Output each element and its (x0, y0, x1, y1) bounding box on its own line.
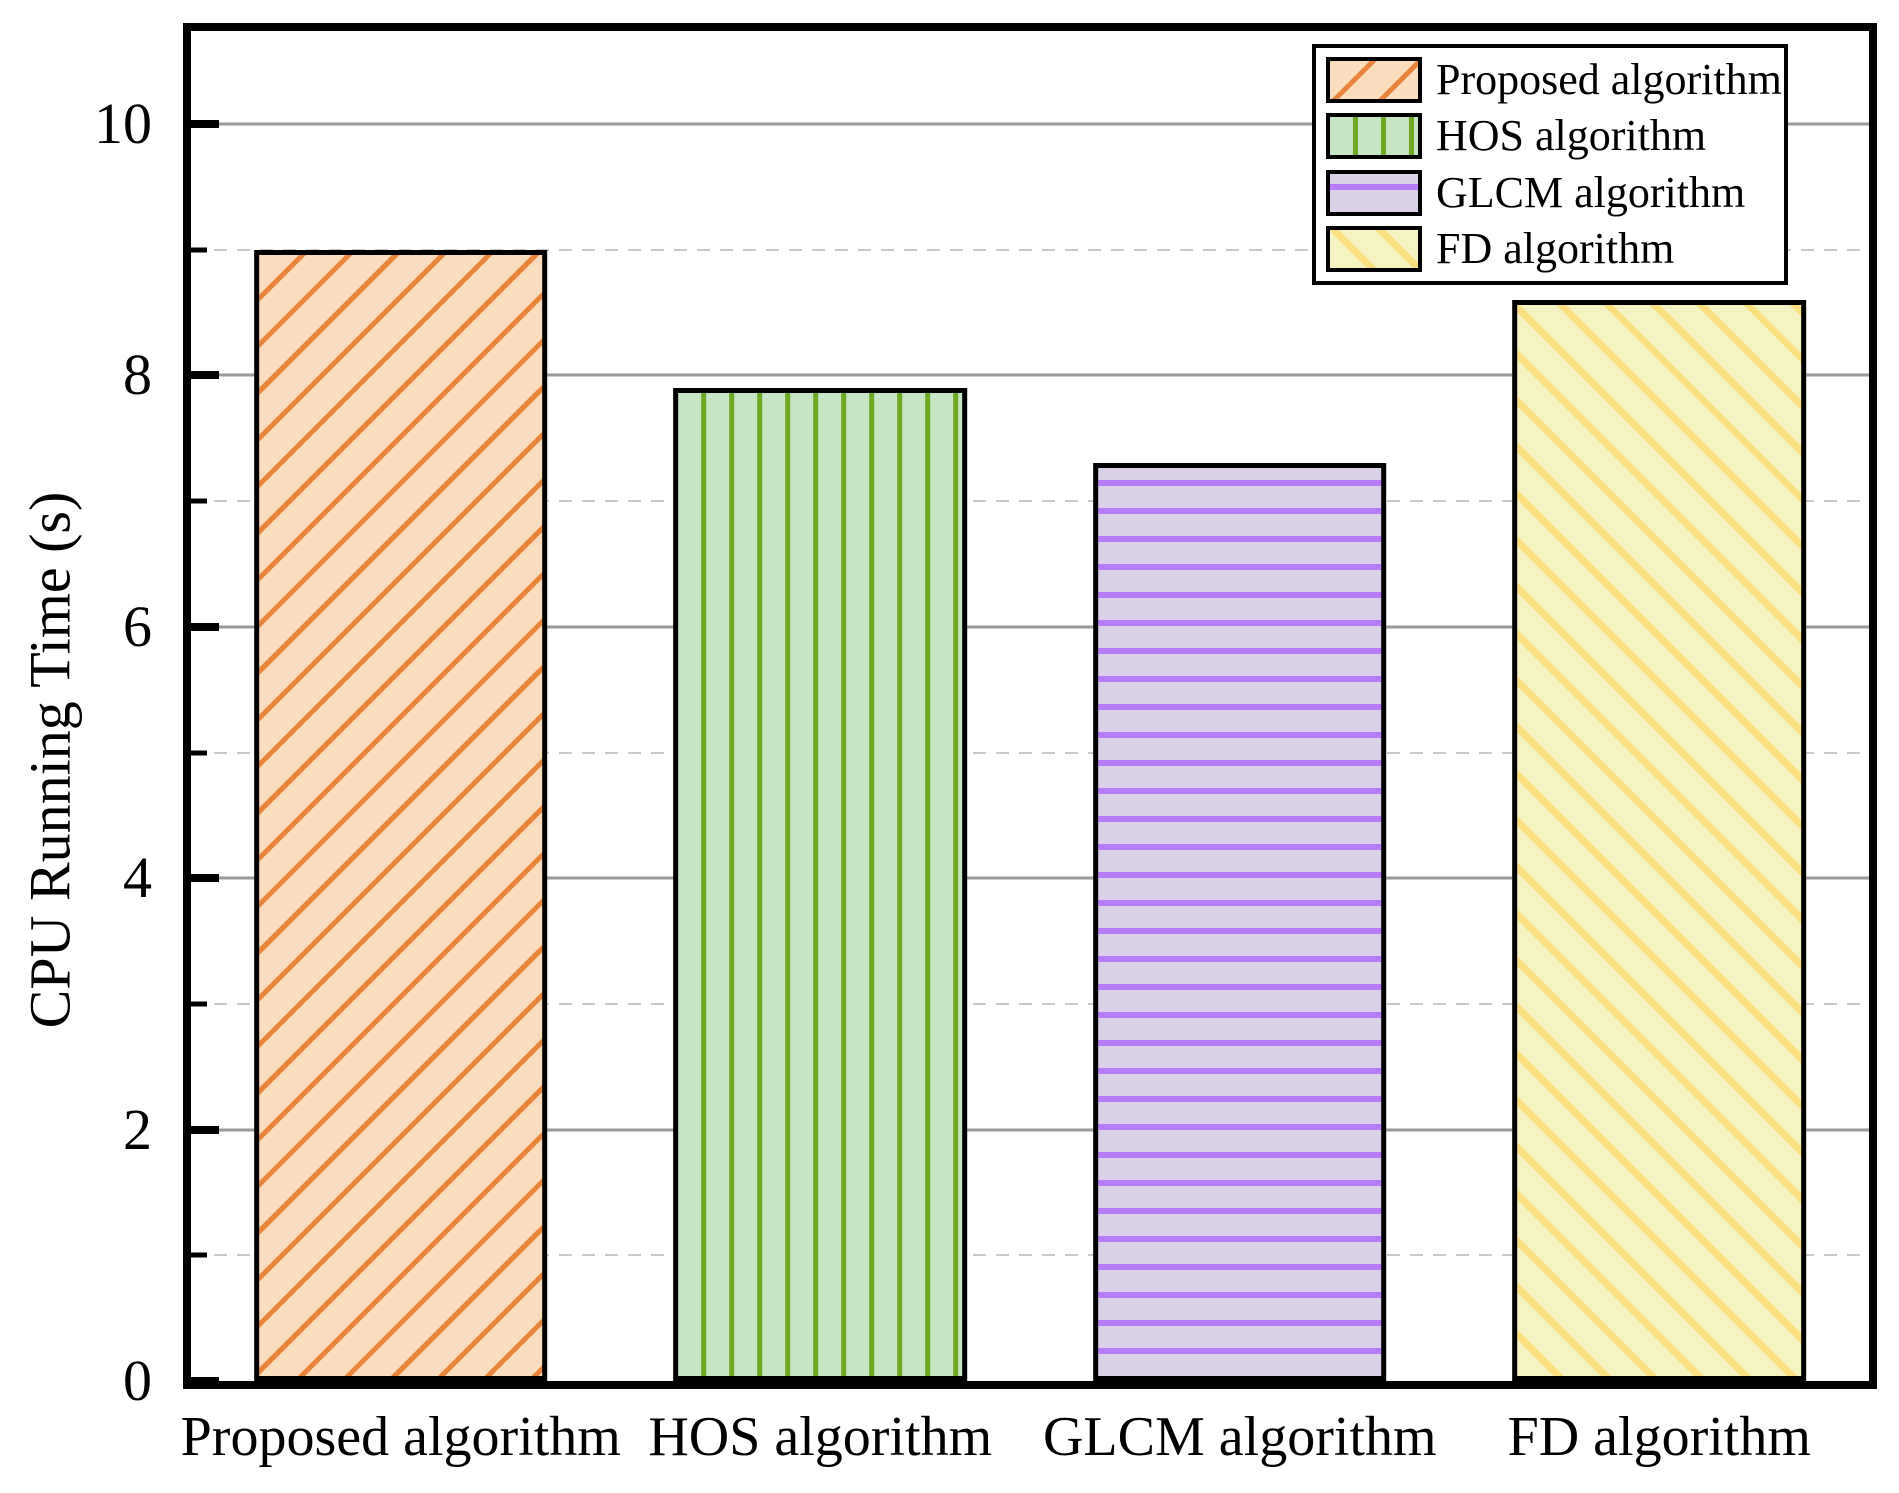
legend-label: Proposed algorithm (1436, 55, 1782, 105)
x-axis-category-labels: Proposed algorithm HOS algorithm GLCM algo… (181, 1402, 1869, 1486)
y-minor-tick (191, 750, 207, 756)
legend-swatch-proposed-algorithm (1326, 57, 1422, 104)
major-gridline (191, 373, 1869, 377)
y-tick-label: 2 (123, 1096, 152, 1162)
x-category-label: HOS algorithm (648, 1406, 993, 1468)
y-axis-tick-labels: 0 2 4 6 8 10 (0, 31, 162, 1410)
x-category-label: Proposed algorithm (180, 1406, 621, 1468)
legend-label: FD algorithm (1436, 223, 1675, 273)
major-gridline (191, 625, 1869, 629)
legend-item-glcm-algorithm: GLCM algorithm (1326, 167, 1774, 217)
bar-fd-algorithm (1512, 300, 1807, 1381)
y-minor-tick (191, 1252, 207, 1258)
bar-proposed-algorithm (253, 249, 548, 1381)
legend-label: HOS algorithm (1436, 111, 1707, 161)
y-major-tick (191, 120, 219, 129)
y-minor-tick (191, 247, 207, 253)
legend-item-fd-algorithm: FD algorithm (1326, 223, 1774, 273)
x-category-label: FD algorithm (1507, 1406, 1811, 1468)
y-tick-label: 4 (123, 845, 152, 911)
y-tick-label: 10 (94, 91, 152, 157)
legend-item-proposed-algorithm: Proposed algorithm (1326, 57, 1782, 104)
major-gridline (191, 876, 1869, 880)
major-gridline (191, 122, 1869, 126)
legend-swatch-fd-algorithm (1326, 225, 1422, 272)
minor-gridline (191, 751, 1869, 754)
minor-gridline (191, 1002, 1869, 1005)
y-major-tick (191, 874, 219, 883)
x-category-label: GLCM algorithm (1042, 1406, 1437, 1468)
y-minor-tick (191, 1001, 207, 1007)
minor-gridline (191, 1254, 1869, 1257)
y-tick-label: 0 (123, 1348, 152, 1413)
y-major-tick (191, 1377, 219, 1385)
y-major-tick (191, 1125, 219, 1134)
y-tick-label: 6 (123, 593, 152, 659)
legend-item-hos-algorithm: HOS algorithm (1326, 111, 1774, 161)
y-minor-tick (191, 498, 207, 504)
legend: Proposed algorithm HOS algorithm GLCM algo… (1312, 44, 1788, 285)
bar-hos-algorithm (673, 387, 968, 1381)
minor-gridline (191, 500, 1869, 503)
legend-swatch-glcm-algorithm (1326, 169, 1422, 216)
major-gridline (191, 1128, 1869, 1132)
bar-glcm-algorithm (1092, 463, 1387, 1381)
minor-gridline (191, 248, 1869, 251)
legend-swatch-hos-algorithm (1326, 113, 1422, 160)
y-major-tick (191, 371, 219, 380)
legend-label: GLCM algorithm (1436, 167, 1746, 217)
y-major-tick (191, 622, 219, 631)
y-tick-label: 8 (123, 342, 152, 408)
